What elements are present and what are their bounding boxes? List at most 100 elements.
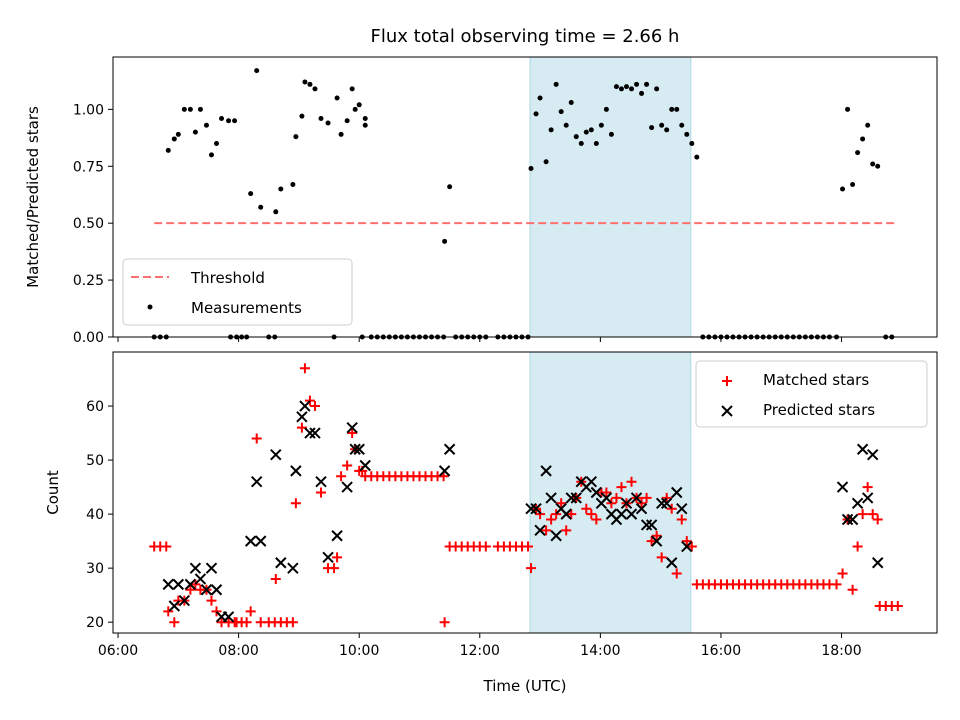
- predicted-star-point: [322, 551, 334, 564]
- matched-star-point: [606, 498, 617, 509]
- measurement-point: [593, 141, 599, 147]
- measurement-point: [157, 334, 163, 340]
- y-tick-label: 60: [86, 399, 104, 415]
- predicted-star-point: [315, 475, 327, 488]
- measurement-point: [845, 106, 851, 112]
- predicted-star-point: [645, 519, 658, 531]
- measurement-point: [471, 334, 477, 340]
- measurement-point: [368, 334, 374, 340]
- measurement-point: [151, 334, 157, 340]
- measurement-point: [573, 134, 579, 140]
- measurement-point: [834, 334, 840, 340]
- predicted-star-point: [866, 448, 879, 461]
- x-tick-label: 16:00: [701, 643, 741, 659]
- measurement-point: [232, 118, 238, 124]
- legend-box: [122, 258, 353, 326]
- measurement-point: [548, 127, 554, 133]
- matched-star-point: [591, 514, 602, 525]
- matched-star-point: [867, 509, 878, 520]
- matched-star-point: [163, 606, 174, 617]
- measurement-point: [790, 334, 796, 340]
- measurement-point: [865, 122, 871, 128]
- measurement-point: [312, 86, 318, 92]
- predicted-star-point: [655, 497, 668, 510]
- measurement-point: [513, 334, 519, 340]
- measurement-point: [447, 184, 453, 190]
- matched-star-point: [332, 552, 343, 563]
- measurement-point: [820, 334, 826, 340]
- legend-predicted-swatch: [721, 405, 733, 417]
- measurement-point: [613, 84, 619, 90]
- measurement-point: [623, 84, 629, 90]
- predicted-star-point: [525, 503, 537, 515]
- predicted-star-point: [331, 530, 343, 542]
- measurement-point: [307, 81, 313, 87]
- measurement-point: [802, 334, 808, 340]
- measurement-point: [684, 131, 690, 137]
- measurement-point: [674, 106, 680, 112]
- matched-star-point: [439, 617, 450, 628]
- measurement-point: [318, 115, 324, 121]
- y-tick-label: 40: [86, 507, 104, 523]
- predicted-star-point: [676, 503, 688, 515]
- measurement-point: [654, 86, 660, 92]
- measurement-point: [694, 154, 700, 160]
- measurement-point: [553, 81, 559, 87]
- predicted-star-point: [255, 535, 267, 547]
- predicted-star-point: [168, 600, 181, 612]
- measurement-point: [219, 115, 225, 121]
- measurement-point: [392, 334, 398, 340]
- predicted-star-point: [846, 513, 859, 526]
- measurement-point: [273, 209, 279, 215]
- x-axis-label: Time (UTC): [483, 677, 567, 695]
- matched-star-point: [287, 617, 298, 628]
- measurement-point: [258, 204, 264, 210]
- predicted-star-point: [620, 497, 633, 510]
- measurement-point: [228, 334, 234, 340]
- measurement-point: [528, 166, 534, 172]
- measurement-point: [404, 334, 410, 340]
- x-tick-label: 08:00: [218, 643, 258, 659]
- y-axis-label: Count: [44, 470, 62, 515]
- legend-predicted-label: Predicted stars: [763, 401, 875, 419]
- measurement-point: [608, 131, 614, 137]
- measurement-point: [244, 334, 250, 340]
- matched-star-point: [676, 514, 687, 525]
- matched-star-point: [651, 530, 662, 541]
- measurement-point: [588, 127, 594, 133]
- measurement-point: [748, 334, 754, 340]
- matched-star-point: [862, 482, 873, 493]
- predicted-star-point: [590, 486, 603, 499]
- predicted-star-point: [856, 443, 869, 455]
- measurement-point: [578, 141, 584, 147]
- matched-star-point: [847, 584, 858, 595]
- measurement-point: [730, 334, 736, 340]
- predicted-star-point: [570, 492, 582, 504]
- measurement-point: [772, 334, 778, 340]
- measurement-point: [441, 334, 447, 340]
- matched-star-point: [480, 541, 491, 552]
- measurement-point: [234, 334, 240, 340]
- series-group: [151, 68, 895, 340]
- measurement-point: [689, 141, 695, 147]
- y-tick-label: 0.50: [73, 216, 104, 232]
- measurement-point: [883, 334, 889, 340]
- matched-star-point: [671, 568, 682, 579]
- measurement-point: [290, 181, 296, 187]
- predicted-star-point: [650, 535, 663, 547]
- predicted-star-point: [178, 594, 191, 607]
- matched-star-point: [616, 482, 627, 493]
- figure-title: Flux total observing time = 2.66 h: [371, 26, 680, 47]
- measurement-point: [796, 334, 802, 340]
- measurement-point: [435, 334, 441, 340]
- measurement-point: [266, 334, 272, 340]
- predicted-star-point: [304, 427, 316, 439]
- measurement-point: [197, 106, 203, 112]
- matched-star-point: [681, 536, 692, 547]
- measurement-point: [525, 334, 531, 340]
- measurement-point: [374, 334, 380, 340]
- measurement-point: [875, 163, 881, 169]
- predicted-star-point: [270, 448, 282, 461]
- matched-star-point: [290, 498, 301, 509]
- measurement-point: [543, 159, 549, 165]
